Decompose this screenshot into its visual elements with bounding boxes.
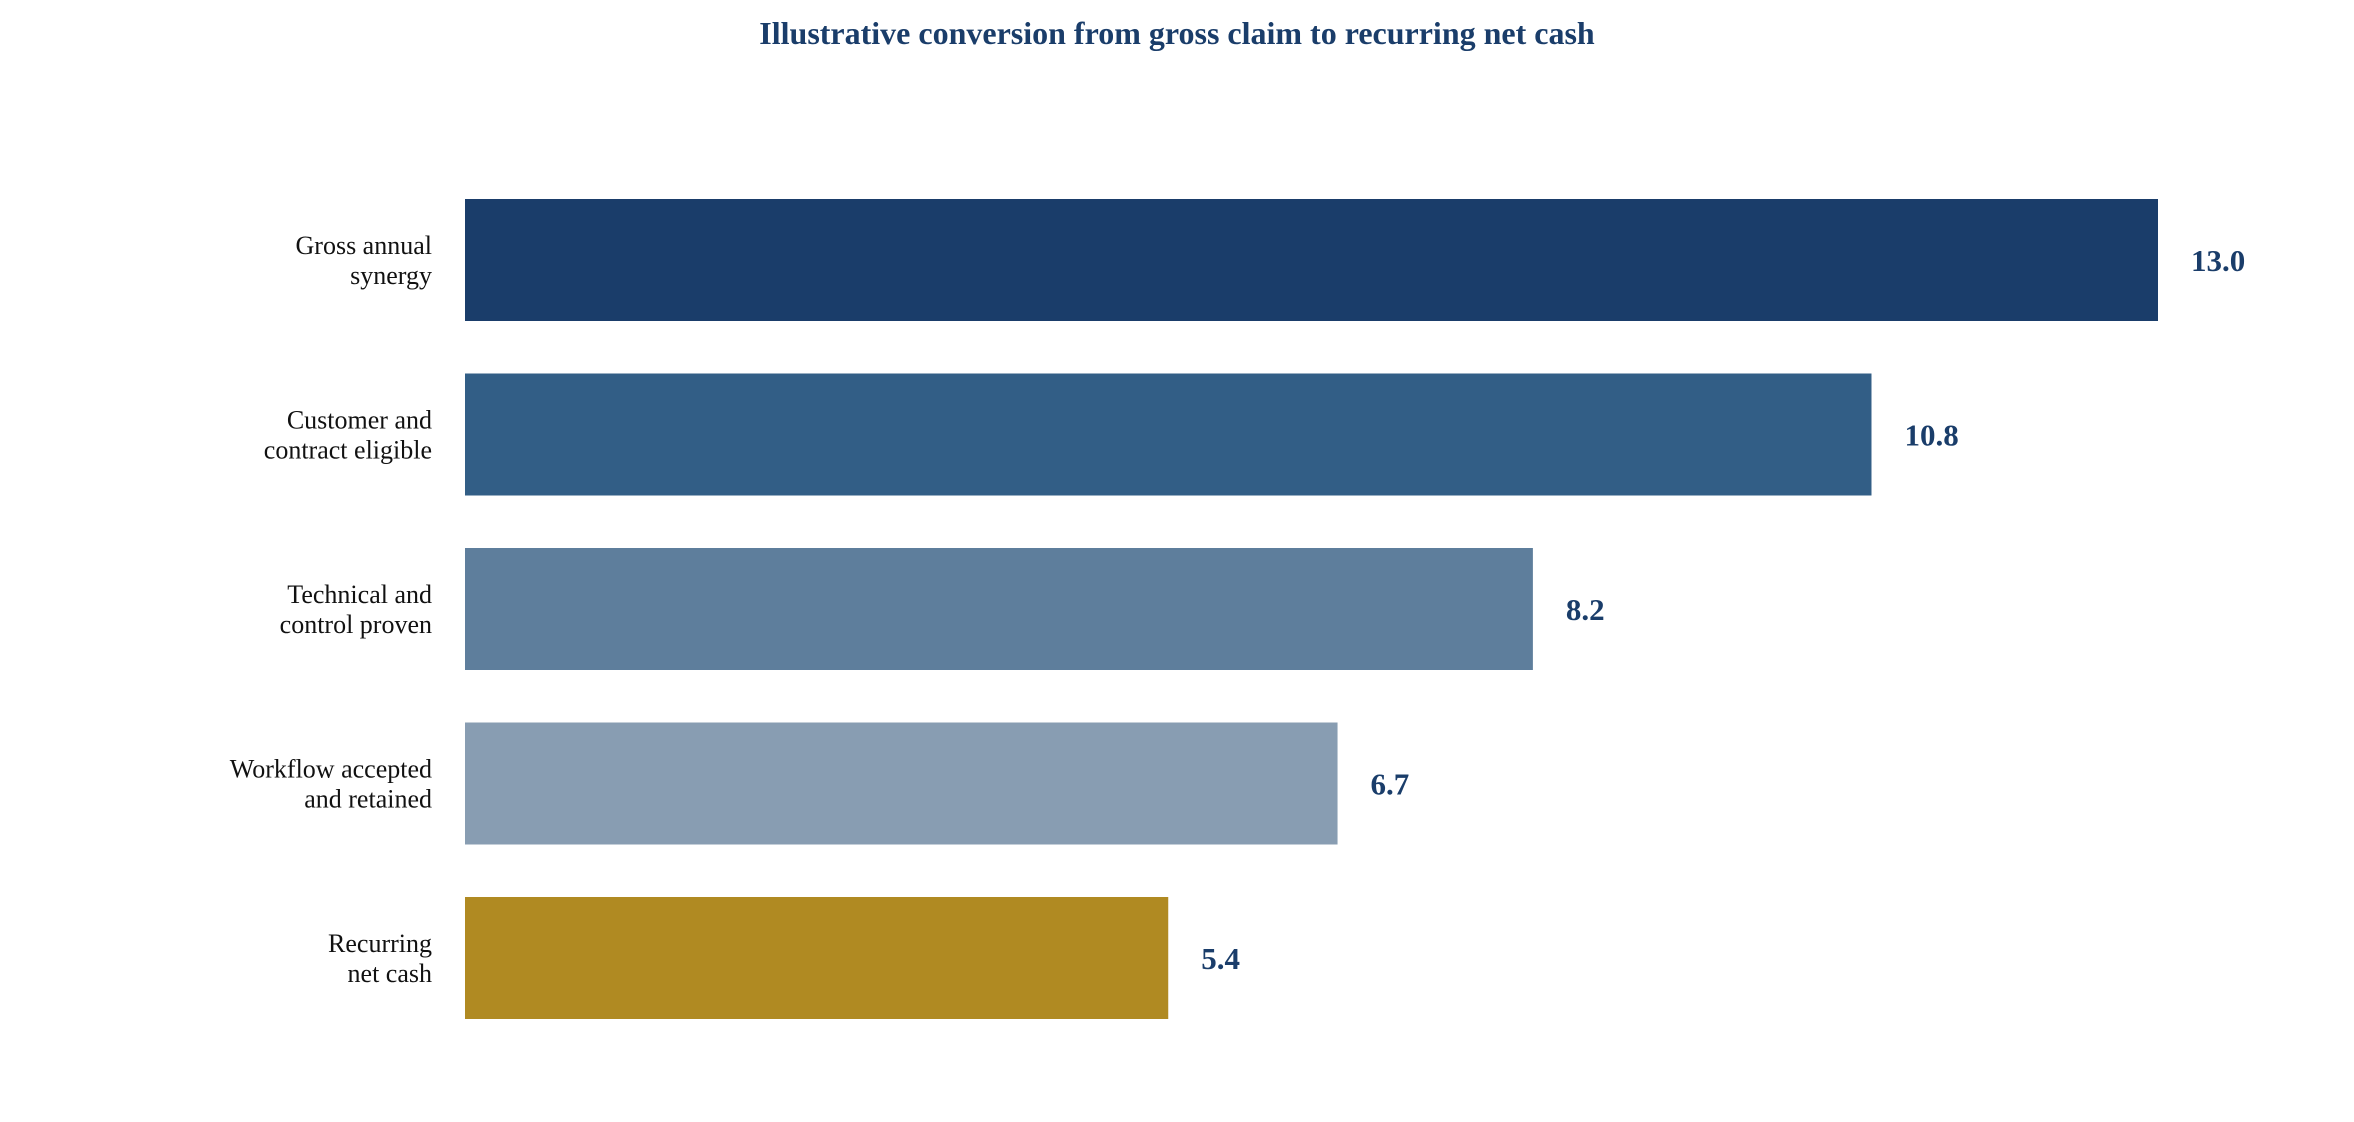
category-label: Gross annual synergy: [296, 231, 432, 290]
bars-group: [465, 199, 2158, 1019]
bar-5: [465, 897, 1169, 1019]
value-label: 8.2: [1566, 592, 1605, 627]
category-label-line: Customer and: [287, 406, 432, 435]
chart-title: Illustrative conversion from gross claim…: [759, 15, 1595, 51]
bar-3: [465, 548, 1533, 670]
value-label: 10.8: [1904, 418, 1958, 453]
category-label: Customer and contract eligible: [264, 406, 432, 465]
category-label: Workflow accepted and retained: [230, 755, 432, 814]
category-label-line: control proven: [280, 610, 432, 639]
value-labels-group: 13.0 10.8 8.2 6.7 5.4: [1201, 243, 2245, 976]
category-label: Technical and control proven: [280, 580, 432, 639]
category-label-line: contract eligible: [264, 436, 432, 465]
category-label-line: synergy: [350, 261, 432, 290]
value-label: 13.0: [2191, 243, 2245, 278]
bar-4: [465, 722, 1338, 845]
category-label-line: and retained: [304, 785, 432, 814]
category-label-line: Gross annual: [296, 231, 432, 260]
value-label: 5.4: [1201, 941, 1240, 976]
category-label-line: net cash: [348, 959, 432, 988]
category-labels-group: Gross annual synergy Customer and contract …: [230, 231, 432, 988]
bar-2: [465, 373, 1872, 496]
category-label-line: Workflow accepted: [230, 755, 432, 784]
value-label: 6.7: [1371, 767, 1410, 802]
category-label: Recurring net cash: [328, 929, 432, 988]
bar-1: [465, 199, 2158, 321]
category-label-line: Recurring: [328, 929, 432, 958]
category-label-line: Technical and: [287, 580, 432, 609]
